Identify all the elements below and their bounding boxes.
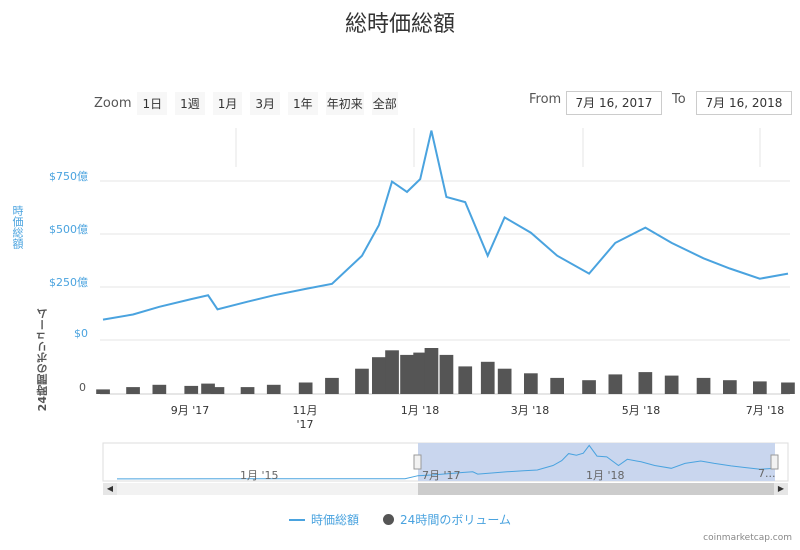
x-tick-label: 9月 '17: [170, 404, 210, 417]
volume-tick-label: 0: [79, 381, 86, 394]
navigator-selection[interactable]: [418, 443, 775, 481]
volume-bars: [96, 348, 795, 395]
volume-bar: [355, 368, 369, 394]
volume-bar: [325, 377, 339, 394]
chart-title: 総時価総額: [344, 12, 455, 37]
volume-bar: [781, 382, 795, 394]
zoom-label: Zoom: [94, 96, 132, 111]
zoom-1m-button[interactable]: 1月: [212, 92, 243, 115]
navigator-right-handle[interactable]: [770, 454, 779, 470]
navigator-line: [116, 444, 776, 480]
y-tick-label: $250億: [49, 276, 88, 289]
volume-bar: [638, 372, 653, 394]
x-tick-label: 11月 '17: [292, 404, 318, 431]
navigator-label: 7月 '17: [422, 469, 461, 482]
volume-bar: [385, 350, 399, 394]
zoom-1y-button[interactable]: 1年: [288, 92, 318, 115]
volume-bar: [184, 385, 199, 394]
to-date-input[interactable]: 7月 16, 2018: [696, 91, 792, 115]
y-axis-title: 時価総額: [11, 205, 24, 249]
from-date-input[interactable]: 7月 16, 2017: [566, 91, 662, 115]
volume-bar: [201, 383, 215, 394]
legend-market-cap-label: 時価総額: [311, 513, 360, 527]
volume-bar: [723, 380, 737, 394]
x-tick-label: 3月 '18: [510, 404, 550, 417]
to-label: To: [672, 92, 686, 107]
volume-bar: [608, 374, 623, 394]
legend: 時価総額 24時間のボリューム: [0, 511, 800, 528]
volume-bar: [126, 387, 140, 394]
zoom-bar: Zoom 1日 1週 1月 3月 1年 年初来 全部: [94, 92, 406, 115]
zoom-ytd-button[interactable]: 年初来: [325, 92, 364, 115]
volume-bar: [413, 352, 427, 394]
x-tick-label: 7月 '18: [745, 404, 785, 417]
volume-bar: [210, 387, 225, 394]
legend-volume-label: 24時間のボリューム: [400, 513, 511, 527]
volume-bar: [550, 377, 564, 394]
volume-bar: [524, 373, 538, 394]
volume-bar: [372, 357, 386, 394]
y-tick-label: $0: [74, 327, 88, 340]
volume-bar: [424, 348, 439, 394]
volume-bar: [298, 382, 313, 394]
x-tick-label: 1月 '18: [400, 404, 440, 417]
volume-bar: [664, 375, 679, 394]
x-tick-label: 5月 '18: [621, 404, 661, 417]
dot-swatch-icon: [383, 514, 395, 525]
navigator: [102, 442, 789, 495]
navigator-label: 7...: [758, 467, 776, 480]
volume-bar: [439, 354, 454, 394]
legend-market-cap[interactable]: 時価総額: [289, 511, 359, 528]
volume-bar: [458, 366, 473, 394]
y-tick-label: $750億: [49, 170, 88, 183]
scroll-right-icon[interactable]: ▶: [774, 483, 788, 495]
volume-bar: [400, 354, 414, 394]
y-tick-label: $500億: [49, 223, 88, 236]
volume-bar: [480, 361, 495, 394]
from-label: From: [529, 92, 562, 107]
volume-bar: [266, 384, 281, 394]
volume-bar: [240, 387, 255, 394]
legend-volume[interactable]: 24時間のボリューム: [383, 511, 511, 528]
zoom-3m-button[interactable]: 3月: [250, 92, 281, 115]
scrollbar-thumb[interactable]: [418, 483, 775, 495]
grid: [100, 128, 790, 395]
line-swatch-icon: [289, 518, 306, 521]
volume-bar: [753, 381, 767, 395]
volume-bar: [696, 377, 711, 394]
volume-bar: [497, 368, 512, 394]
navigator-left-handle[interactable]: [413, 454, 422, 470]
zoom-1d-button[interactable]: 1日: [137, 92, 168, 115]
volume-bar: [582, 380, 596, 394]
navigator-label: 1月 '15: [240, 469, 279, 482]
volume-bar: [96, 389, 110, 394]
market-cap-line: [102, 130, 789, 321]
volume-bar: [152, 384, 167, 394]
navigator-label: 1月 '18: [586, 469, 625, 482]
credit-text: coinmarketcap.com: [703, 533, 792, 543]
scroll-left-icon[interactable]: ◀: [103, 483, 117, 495]
zoom-1w-button[interactable]: 1週: [175, 92, 205, 115]
zoom-all-button[interactable]: 全部: [371, 92, 398, 115]
